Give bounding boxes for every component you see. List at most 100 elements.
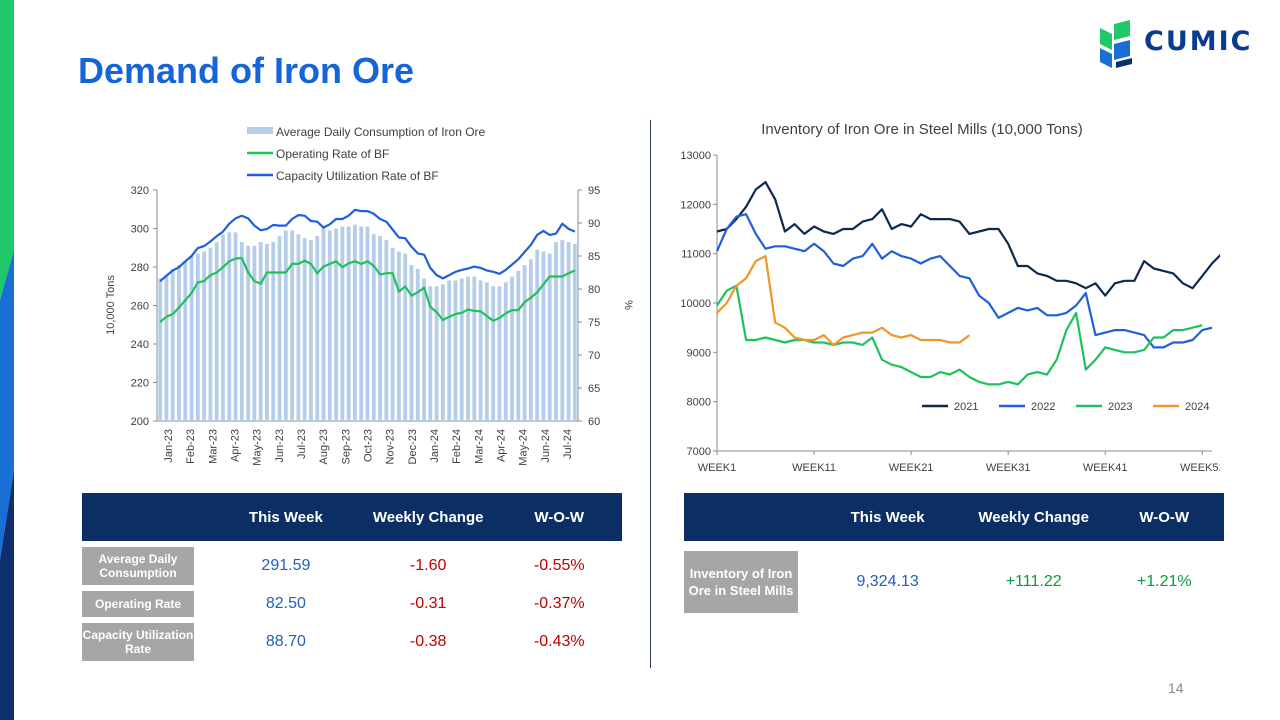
y-tick-label-left: 220 <box>131 378 149 390</box>
x-tick-label: Feb-23 <box>185 429 197 464</box>
tick-labels: 200 220 240 260 280 300 320 60 65 70 75 80 85 90 95 Jan… <box>131 185 601 466</box>
wow-value: -0.43% <box>533 633 585 650</box>
consumption-bar <box>340 226 345 421</box>
consumption-bar <box>528 259 533 421</box>
inventory-chart: Inventory of Iron Ore in Steel Mills (10… <box>680 121 1220 474</box>
row-label: Operating Rate <box>82 591 194 617</box>
column-header: W-O-W <box>496 493 622 541</box>
chart-title: Inventory of Iron Ore in Steel Mills (10… <box>761 121 1083 138</box>
logo-mark-icon <box>1100 20 1132 68</box>
consumption-bar <box>472 276 477 421</box>
consumption-bar <box>415 268 420 421</box>
x-tick-label: Jan-23 <box>163 429 175 463</box>
consumption-bar <box>296 234 301 421</box>
consumption-bar <box>560 240 565 421</box>
x-tick-label: Jun-23 <box>274 429 286 463</box>
consumption-bar <box>397 251 401 421</box>
consumption-bar <box>221 234 225 421</box>
x-tick-label: WEEK31 <box>986 462 1031 474</box>
y-tick-label-right: 65 <box>588 383 600 395</box>
y-tick-label: 10000 <box>680 298 711 310</box>
legend-label: 2022 <box>1031 401 1055 413</box>
consumption-bar <box>283 230 288 421</box>
consumption-bar <box>441 284 445 421</box>
consumption-bar <box>535 249 540 421</box>
decorative-edge <box>0 0 14 720</box>
table-row: Capacity Utilization Rate 88.70 -0.38 -0… <box>82 623 622 661</box>
x-tick-label: May-23 <box>252 429 264 466</box>
consumption-bar <box>334 228 338 421</box>
consumption-bar <box>503 282 508 421</box>
y-tick-label: 8000 <box>687 397 711 409</box>
page-number: 14 <box>1168 680 1184 696</box>
inventory-line-2022 <box>715 213 1213 349</box>
operating-rate-line <box>159 256 576 323</box>
consumption-chart: Average Daily Consumption of Iron Ore Op… <box>105 125 634 466</box>
column-header: This Week <box>211 493 360 541</box>
x-tick-label: Apr-23 <box>230 429 242 462</box>
line-series <box>159 208 576 323</box>
y-tick-label-right: 75 <box>588 317 600 329</box>
x-tick-label: WEEK11 <box>792 462 836 474</box>
consumption-bar <box>522 265 527 421</box>
table-header-row: This Week Weekly Change W-O-W <box>684 493 1224 541</box>
consumption-bar <box>227 232 232 421</box>
table-header-row: This Week Weekly Change W-O-W <box>82 493 622 541</box>
consumption-bar <box>233 232 238 421</box>
y-tick-label-right: 70 <box>588 350 600 362</box>
y-tick-label: 9000 <box>687 347 711 359</box>
consumption-bar <box>353 224 357 421</box>
wow-value: -0.37% <box>533 595 585 612</box>
consumption-bar <box>466 276 470 421</box>
consumption-bar <box>491 286 496 421</box>
chart-axes <box>713 154 1212 455</box>
consumption-bar <box>541 251 546 421</box>
logo-text: CUMIC <box>1144 26 1253 57</box>
legend-label: 2023 <box>1108 401 1132 413</box>
tick-labels: 7000 8000 9000 10000 11000 12000 13000 WEEK1 WEE… <box>680 150 1220 474</box>
consumption-bar <box>195 253 200 421</box>
consumption-bar <box>428 286 433 421</box>
legend-label: 2024 <box>1185 401 1209 413</box>
y-tick-label-left: 200 <box>131 416 149 428</box>
consumption-bar <box>510 276 514 421</box>
company-logo: CUMIC <box>1096 20 1266 70</box>
consumption-bar <box>554 241 558 421</box>
consumption-bar <box>403 253 408 421</box>
x-tick-label: Aug-23 <box>318 429 330 464</box>
consumption-bar <box>453 280 458 421</box>
column-header: Weekly Change <box>962 493 1105 541</box>
y-tick-label-left: 260 <box>131 301 149 313</box>
x-tick-label: Mar-23 <box>207 429 219 464</box>
consumption-bar <box>497 286 502 421</box>
y-tick-label-right: 95 <box>588 185 600 197</box>
consumption-bar <box>422 278 426 421</box>
x-tick-label: WEEK1 <box>698 462 737 474</box>
consumption-bar <box>265 243 269 421</box>
consumption-bar <box>485 282 489 421</box>
consumption-bar <box>409 265 414 421</box>
consumption-bar <box>258 241 263 421</box>
chart-axes <box>153 189 582 422</box>
consumption-bar <box>327 230 332 421</box>
consumption-bar <box>547 253 552 421</box>
weekly-change-value: -0.31 <box>409 595 447 612</box>
consumption-bar <box>378 236 382 421</box>
this-week-value: 9,324.13 <box>856 573 919 590</box>
y-tick-label: 7000 <box>687 446 711 458</box>
x-tick-label: Dec-23 <box>407 429 419 464</box>
consumption-bar <box>459 278 464 421</box>
y-tick-label-left: 240 <box>131 339 149 351</box>
weekly-change-value: +111.22 <box>1005 573 1062 590</box>
consumption-bar <box>572 243 577 421</box>
x-tick-label: WEEK51 <box>1180 462 1220 474</box>
x-tick-label: Jun-24 <box>540 429 552 463</box>
consumption-bar <box>214 241 219 421</box>
consumption-bar <box>365 226 370 421</box>
legend-label: Capacity Utilization Rate of BF <box>276 169 439 183</box>
legend-swatch-bar <box>247 127 273 134</box>
table-row: Average Daily Consumption 291.59 -1.60 -… <box>82 547 622 585</box>
consumption-bar <box>346 226 351 421</box>
x-tick-label: Apr-24 <box>495 429 507 462</box>
this-week-value: 82.50 <box>265 595 306 612</box>
